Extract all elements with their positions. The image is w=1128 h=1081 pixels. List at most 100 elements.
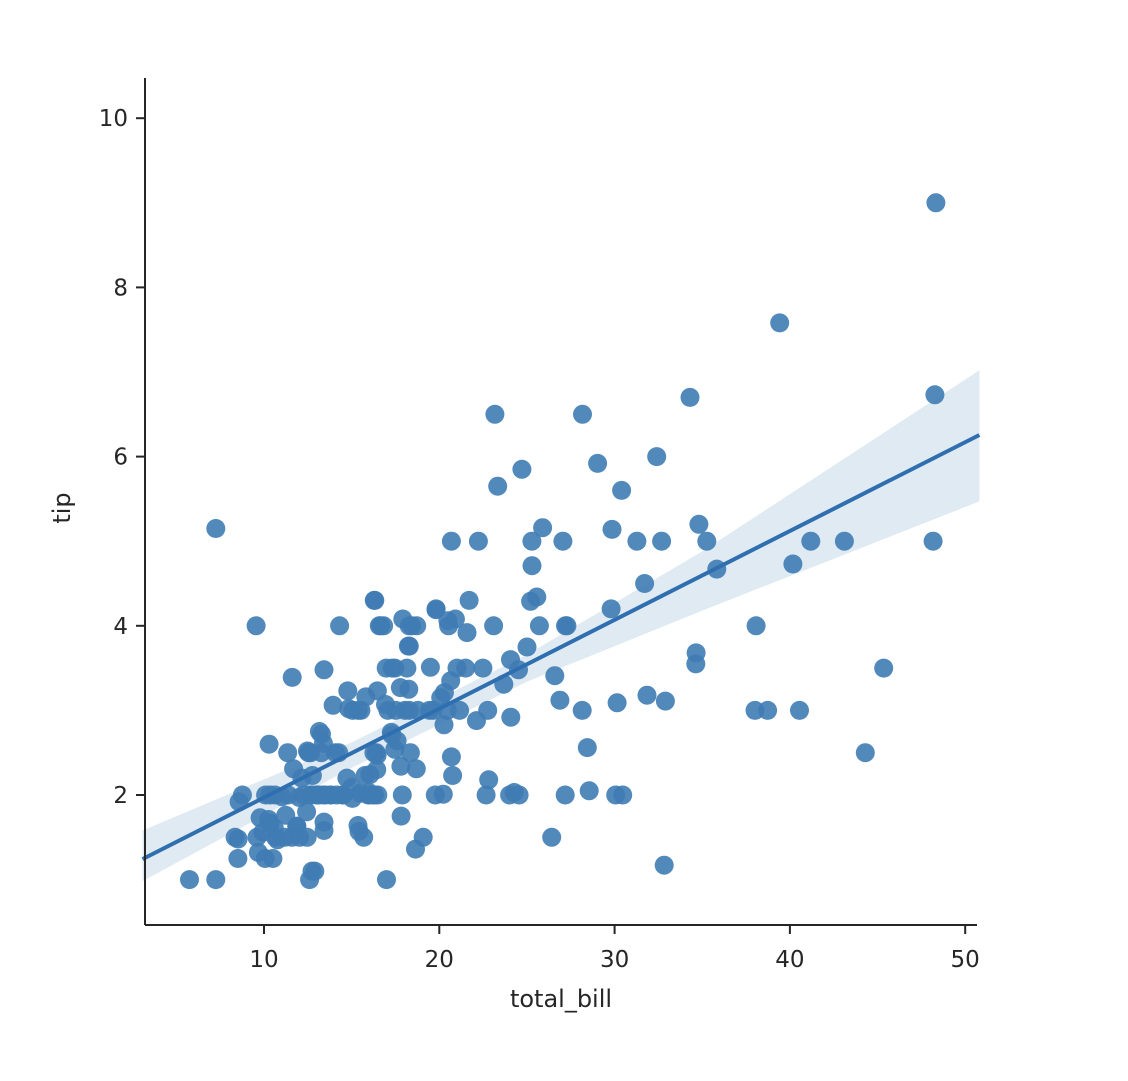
scatter-point bbox=[232, 785, 252, 805]
scatter-point bbox=[434, 683, 454, 703]
scatter-point bbox=[441, 747, 461, 767]
regression-line-layer bbox=[141, 433, 981, 861]
x-tick-label: 50 bbox=[951, 947, 980, 973]
scatter-point bbox=[834, 531, 854, 551]
scatter-point bbox=[468, 531, 488, 551]
scatter-point bbox=[637, 685, 657, 705]
scatter-point bbox=[287, 816, 307, 836]
scatter-point bbox=[627, 531, 647, 551]
scatter-point bbox=[686, 643, 706, 663]
scatter-point bbox=[573, 404, 592, 424]
scatter-point bbox=[330, 616, 350, 636]
points-layer bbox=[180, 193, 946, 890]
scatter-point bbox=[367, 760, 387, 780]
scatter-point bbox=[397, 658, 417, 678]
scatter-point bbox=[517, 637, 537, 657]
scatter-point bbox=[550, 690, 570, 710]
scatter-point bbox=[323, 695, 343, 715]
scatter-point bbox=[697, 531, 717, 551]
scatter-point bbox=[557, 616, 577, 636]
scatter-point bbox=[588, 453, 608, 473]
scatter-point bbox=[613, 785, 633, 805]
scatter-point bbox=[555, 785, 575, 805]
ticks-layer: 10 20 30 40 50 2 4 6 8 10 bbox=[99, 106, 980, 973]
x-tick-label: 40 bbox=[775, 947, 804, 973]
regression-line bbox=[141, 433, 981, 861]
scatter-point bbox=[447, 658, 467, 678]
scatter-point bbox=[533, 518, 553, 538]
y-tick-label: 10 bbox=[99, 106, 128, 132]
scatter-point bbox=[459, 590, 479, 610]
scatter-point bbox=[478, 700, 498, 720]
scatter-point bbox=[612, 480, 632, 500]
scatter-point bbox=[338, 681, 358, 701]
scatter-point bbox=[923, 531, 943, 551]
scatter-point bbox=[689, 514, 709, 534]
scatter-point bbox=[450, 700, 470, 720]
scatter-point bbox=[180, 870, 199, 890]
scatter-point bbox=[654, 855, 674, 875]
scatter-point bbox=[348, 816, 368, 835]
scatter-point bbox=[512, 459, 532, 479]
scatter-point bbox=[368, 785, 388, 805]
scatter-point bbox=[874, 658, 894, 678]
scatter-point bbox=[259, 734, 279, 754]
scatter-point bbox=[485, 404, 505, 424]
scatter-point bbox=[635, 574, 655, 593]
scatter-point bbox=[476, 785, 496, 805]
scatter-point bbox=[392, 785, 412, 805]
scatter-point bbox=[391, 806, 411, 826]
scatter-point bbox=[457, 623, 477, 643]
scatter-point bbox=[602, 519, 622, 539]
scatter-point bbox=[473, 658, 493, 678]
scatter-point bbox=[399, 636, 419, 656]
scatter-point bbox=[680, 387, 700, 407]
y-tick-label: 8 bbox=[113, 275, 128, 301]
scatter-point bbox=[441, 531, 461, 551]
scatter-point bbox=[855, 743, 875, 763]
scatter-point bbox=[407, 616, 427, 636]
scatter-point bbox=[770, 313, 790, 333]
scatter-point bbox=[246, 616, 266, 636]
scatter-point bbox=[439, 616, 459, 636]
scatter-point bbox=[553, 531, 573, 551]
scatter-point bbox=[790, 700, 809, 720]
scatter-point bbox=[425, 785, 445, 805]
scatter-point bbox=[278, 743, 298, 763]
x-axis-label: total_bill bbox=[510, 985, 612, 1013]
scatter-point bbox=[282, 667, 302, 687]
scatter-point bbox=[542, 827, 562, 847]
scatter-point bbox=[206, 519, 226, 538]
scatter-point bbox=[601, 599, 621, 619]
scatter-point bbox=[484, 616, 504, 636]
scatter-point bbox=[400, 743, 420, 763]
scatter-point bbox=[399, 679, 419, 699]
scatter-point bbox=[488, 476, 508, 496]
scatter-point bbox=[434, 715, 454, 735]
scatter-point bbox=[527, 587, 547, 607]
y-tick-label: 4 bbox=[113, 614, 128, 640]
scatter-point bbox=[801, 531, 821, 551]
scatter-point bbox=[314, 660, 334, 680]
scatter-point bbox=[413, 827, 433, 847]
scatter-point bbox=[652, 531, 672, 551]
scatter-point bbox=[479, 770, 499, 790]
scatter-point bbox=[391, 756, 411, 776]
scatter-point bbox=[509, 785, 529, 805]
scatter-point bbox=[420, 657, 440, 677]
scatter-point bbox=[501, 707, 521, 727]
scatter-point bbox=[758, 700, 778, 720]
x-tick-label: 10 bbox=[249, 947, 278, 973]
scatter-point bbox=[367, 745, 387, 765]
scatter-point bbox=[579, 781, 599, 801]
scatter-point bbox=[206, 870, 226, 890]
scatter-point bbox=[783, 554, 803, 574]
scatter-point bbox=[647, 447, 667, 467]
scatter-point bbox=[339, 699, 359, 719]
x-tick-label: 20 bbox=[425, 947, 454, 973]
scatter-point bbox=[406, 759, 426, 779]
scatter-point bbox=[301, 785, 321, 805]
scatter-point bbox=[607, 693, 627, 713]
